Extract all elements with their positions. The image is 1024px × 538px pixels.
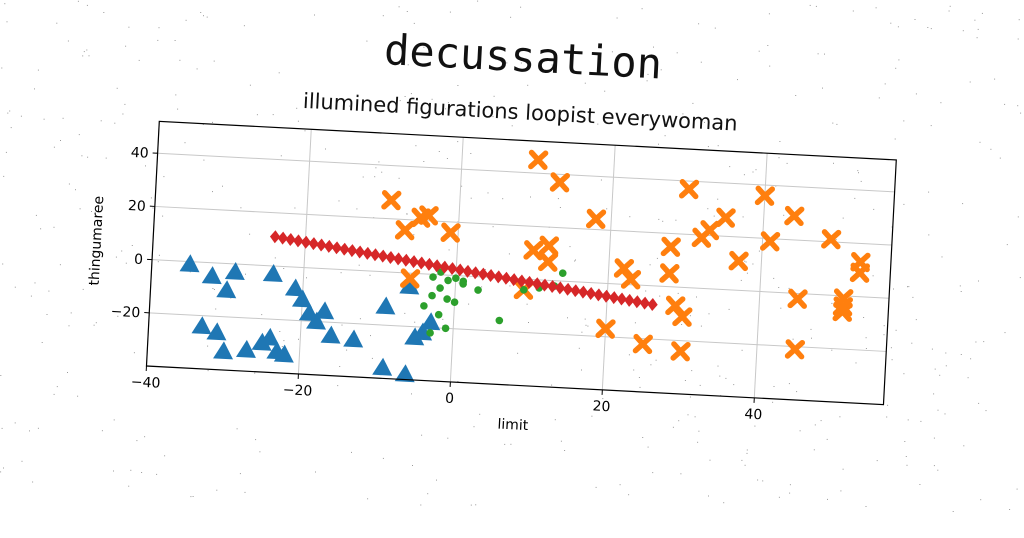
x-point	[731, 254, 746, 269]
circle-point	[443, 295, 451, 303]
circle-point	[559, 269, 567, 277]
circle-point	[435, 311, 443, 319]
diamond-point	[647, 298, 658, 312]
x-point	[853, 265, 868, 280]
y-tick-label: 0	[134, 252, 144, 268]
x-grid-line	[602, 145, 615, 390]
y-tick-label: −20	[110, 304, 140, 322]
y-grid-line	[155, 206, 892, 245]
x-point	[718, 210, 733, 225]
speckle-dot	[1017, 489, 1018, 490]
circle-point	[442, 324, 450, 332]
speckle-dot	[949, 11, 950, 12]
triangle-point	[343, 329, 364, 348]
data-marks	[174, 134, 872, 405]
x-tick-label: 20	[592, 398, 611, 415]
speckle-dot	[853, 11, 854, 12]
speckle-dot	[982, 13, 983, 14]
x-axis-label: limit	[497, 416, 529, 434]
speckle-dot	[974, 20, 975, 21]
x-point	[531, 153, 546, 168]
circle-point	[474, 286, 482, 294]
triangle-point	[375, 296, 396, 315]
circle-point	[444, 276, 452, 284]
x-tick-label: 0	[445, 391, 455, 407]
x-grid-line	[450, 137, 463, 382]
x-point	[673, 344, 688, 359]
speckle-dot	[193, 496, 194, 497]
x-point	[663, 239, 678, 254]
triangle-point	[372, 357, 393, 376]
x-point	[662, 266, 677, 281]
x-point	[526, 243, 541, 258]
x-point	[763, 234, 778, 249]
x-point	[788, 342, 803, 357]
speckle-dot	[7, 21, 8, 22]
y-tick-label: 20	[128, 198, 147, 215]
y-grid-line	[158, 153, 895, 192]
x-point	[682, 182, 697, 197]
speckle-dot	[190, 496, 191, 497]
x-point	[443, 225, 458, 240]
x-point	[824, 232, 839, 247]
speckle-dot	[1019, 19, 1020, 20]
circle-point	[420, 302, 428, 310]
speckle-dot	[950, 6, 951, 7]
x-point	[398, 223, 413, 238]
x-point	[787, 209, 802, 224]
x-tick-label: 40	[744, 406, 763, 423]
speckle-dot	[810, 5, 811, 6]
speckle-dot	[816, 6, 817, 7]
y-tick-label: 40	[130, 145, 149, 162]
x-tick-label: −20	[282, 382, 312, 400]
triangle-point	[180, 254, 201, 273]
triangle-point	[314, 301, 335, 320]
triangle-point	[213, 341, 234, 360]
circle-point	[428, 292, 436, 300]
x-point	[589, 212, 604, 227]
speckle-dot	[876, 7, 877, 8]
speckle-dot	[4, 3, 5, 4]
x-point	[541, 254, 556, 269]
x-tick-label: −40	[130, 374, 160, 392]
x-point	[553, 175, 568, 190]
x-grid-line	[298, 129, 311, 374]
speckle-dot	[1, 68, 2, 69]
x-point	[542, 238, 557, 253]
grid-lines	[146, 121, 896, 404]
axes-frame	[146, 121, 896, 404]
y-axis-label: thingumaree	[87, 195, 108, 285]
circle-point	[451, 298, 459, 306]
circle-point	[495, 316, 503, 324]
x-point	[384, 193, 399, 208]
triangle-point	[192, 316, 213, 335]
triangle-point	[202, 266, 223, 285]
circle-point	[436, 284, 444, 292]
